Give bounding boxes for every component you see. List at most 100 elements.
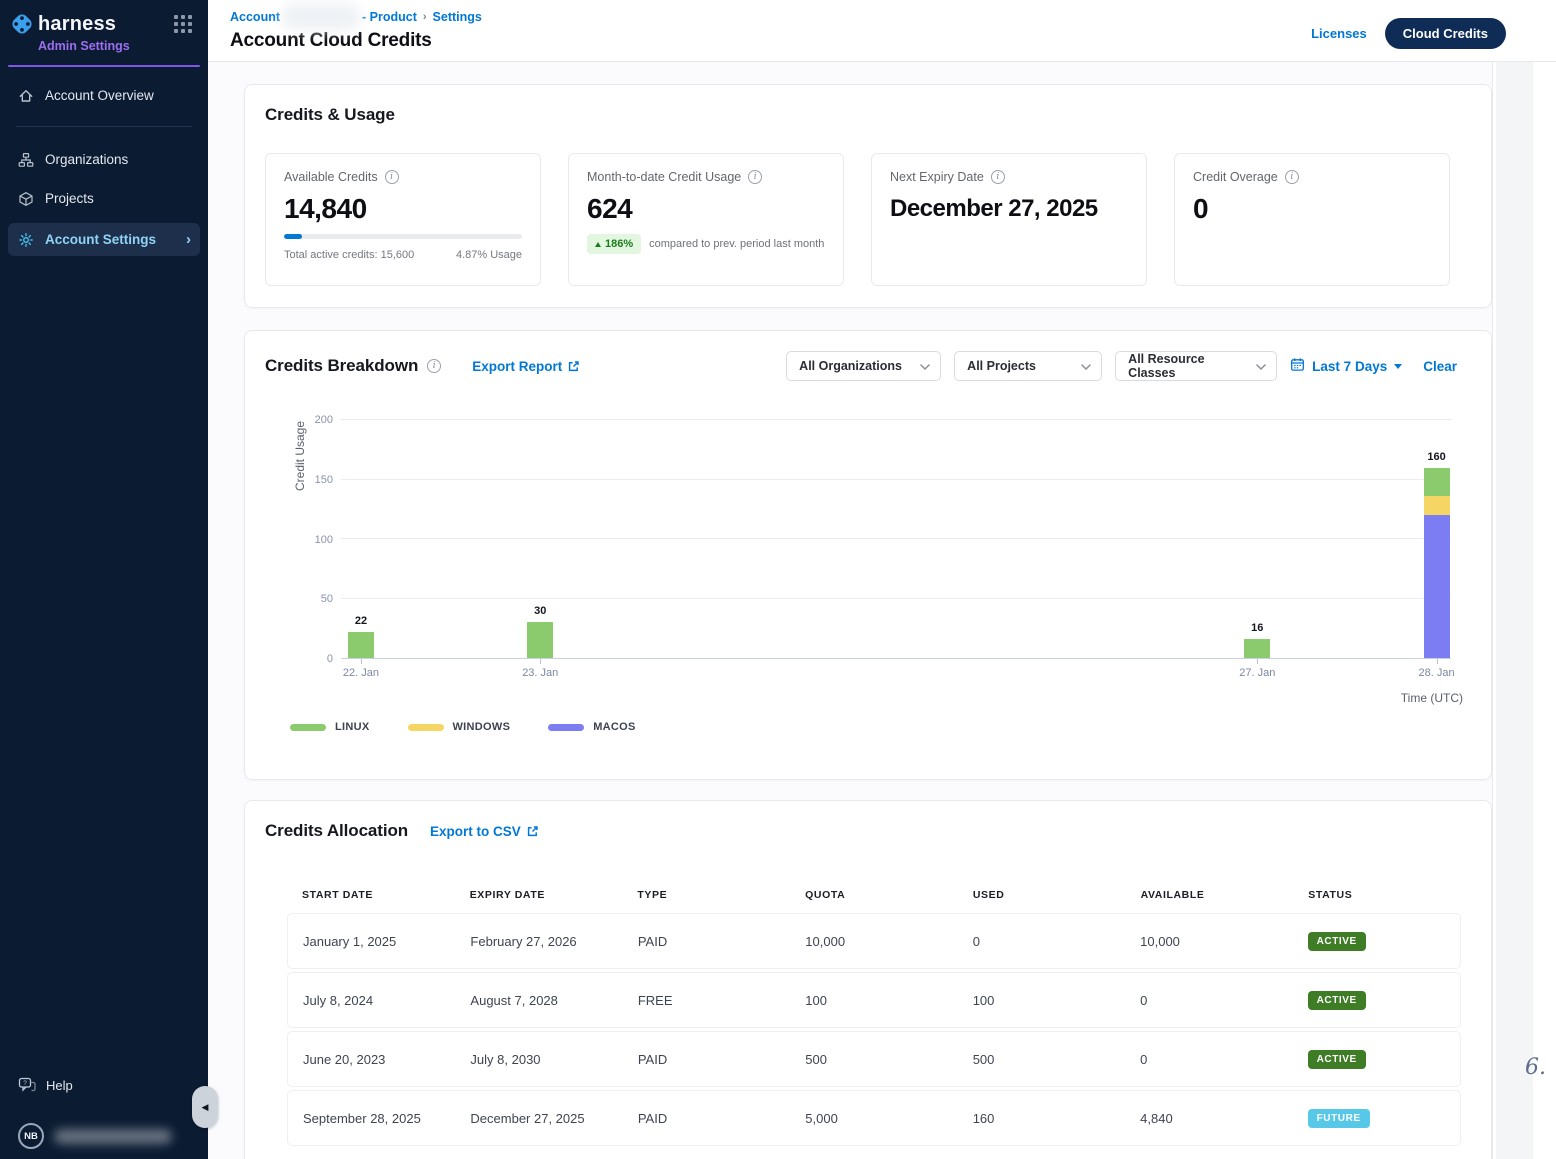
export-report-link[interactable]: Export Report [472,359,580,374]
status-badge: ACTIVE [1307,931,1366,951]
status-badge: ACTIVE [1307,1049,1366,1069]
sidebar: harness Admin Settings Account Overview O… [0,0,208,1159]
sidebar-accent-rule [8,65,200,67]
filter-value: All Projects [967,359,1036,373]
help-label: Help [46,1077,73,1093]
cell-used: 500 [972,1051,995,1067]
cloud-credits-button[interactable]: Cloud Credits [1384,18,1506,49]
cell-type: PAID [637,1051,668,1067]
x-tick-mark [1257,659,1259,664]
breadcrumb-account[interactable]: Account [230,10,280,24]
chevron-down-icon [910,359,930,373]
breadcrumb-chevron-icon: › [422,11,427,23]
table-row-2: July 8, 2024 August 7, 2028 FREE 100 100 0 ACT… [287,972,1461,1028]
bar-total-label: 22 [354,614,368,627]
card-label: Next Expiry Date [890,170,984,184]
cell-quota: 10,000 [805,933,846,949]
info-icon[interactable]: i [1284,170,1299,184]
legend-item-linux[interactable]: LINUX [290,721,370,733]
cell-available: 0 [1140,992,1148,1008]
x-tick-label: 23. Jan [522,667,559,679]
gridline [341,538,1451,539]
cell-available: 0 [1140,1051,1148,1067]
cell-quota: 100 [805,992,827,1008]
allocation-table: START DATE EXPIRY DATE TYPE QUOTA USED AVAILA… [287,889,1461,1146]
cell-available: 4,840 [1140,1110,1173,1126]
table-row-3: June 20, 2023 July 8, 2030 PAID 500 500 0 ACTI… [287,1031,1461,1087]
bar-segment-linux-23Jan [527,622,554,658]
app-grid-icon[interactable] [172,13,194,35]
legend-swatch [407,723,444,731]
usage-card-4: Credit Overage i 0 [1174,153,1450,286]
chevron-down-icon [1246,359,1266,373]
bar-total-label: 16 [1251,621,1264,634]
y-tick-label: 150 [314,473,333,486]
sidebar-item-label: Organizations [45,152,129,167]
sidebar-divider [16,126,192,127]
credits-usage-section: Credits & Usage Available Credits i 14,840… [244,84,1492,308]
cube-icon [17,190,34,207]
cell-used: 0 [972,933,980,949]
bar-segment-macos-28Jan [1423,515,1450,658]
cell-expiry: August 7, 2028 [470,992,558,1008]
info-icon[interactable]: i [427,359,442,373]
sidebar-item-organizations[interactable]: Organizations [8,145,200,174]
bar-total-label: 160 [1427,450,1446,463]
cell-expiry: July 8, 2030 [470,1051,541,1067]
bar-total-label: 30 [534,605,547,618]
content-scroll-area: Credits & Usage Available Credits i 14,840… [208,62,1492,1159]
sidebar-item-label: Account Overview [45,88,154,103]
sidebar-item-account-settings[interactable]: Account Settings › [8,223,200,256]
header-actions: Licenses Cloud Credits [1311,18,1506,49]
redacted-account-name [282,4,360,30]
info-icon[interactable]: i [748,170,763,184]
usage-card-2: Month-to-date Credit Usage i 624 186% compar… [568,153,844,286]
licenses-link[interactable]: Licenses [1311,26,1367,41]
card-value: 624 [587,193,633,224]
sidebar-item-account-overview[interactable]: Account Overview [8,81,200,110]
arrow-up-icon [595,241,601,247]
sidebar-collapse-handle[interactable]: ◀ [192,1086,218,1128]
sidebar-item-label: Account Settings [45,232,157,247]
avatar[interactable]: NB [18,1123,44,1149]
legend-item-windows[interactable]: WINDOWS [407,721,511,733]
filter-select-all-projects[interactable]: All Projects [954,351,1103,381]
y-tick-label: 0 [326,653,333,665]
page-header: Account - Product › Settings Account Clo… [208,0,1556,62]
table-header-row: START DATE EXPIRY DATE TYPE QUOTA USED AVAILA… [287,889,1461,913]
cell-used: 100 [972,992,995,1008]
date-range-filter[interactable]: Last 7 Days [1290,357,1403,375]
y-tick-label: 100 [314,533,333,546]
gridline [341,597,1451,599]
help-button[interactable]: ? Help [18,1077,208,1093]
x-tick-mark [360,659,362,664]
export-csv-link[interactable]: Export to CSV [430,824,539,839]
y-tick-label: 200 [314,414,333,426]
card-label: Month-to-date Credit Usage [587,170,742,184]
cell-type: PAID [637,933,668,949]
usage-cards-row: Available Credits i 14,840 Total active cre… [265,153,1471,286]
date-range-label: Last 7 Days [1312,358,1388,374]
filter-select-all-organizations[interactable]: All Organizations [786,351,942,381]
info-icon[interactable]: i [384,170,399,184]
sidebar-item-projects[interactable]: Projects [8,184,200,213]
cell-available: 10,000 [1140,933,1180,949]
legend-item-macos[interactable]: MACOS [548,721,635,733]
credits-allocation-section: Credits Allocation Export to CSV START D… [244,800,1492,1159]
bar-segment-windows-28Jan [1423,496,1450,516]
cell-expiry: December 27, 2025 [470,1110,585,1126]
breadcrumb-product[interactable]: - Product [362,10,417,24]
info-icon[interactable]: i [990,170,1005,184]
breadcrumb-settings[interactable]: Settings [432,10,482,24]
card-label: Credit Overage [1193,170,1278,184]
filter-row: All Organizations All Projects All Resourc… [786,351,1457,381]
column-header-used: USED [972,889,1005,901]
bar-segment-linux-22Jan [347,631,374,658]
chart-x-axis-label: Time (UTC) [1400,691,1463,705]
main-area: Account - Product › Settings Account Clo… [208,0,1556,1159]
clear-filters-link[interactable]: Clear [1423,358,1457,374]
filter-select-all-resource-classes[interactable]: All Resource Classes [1115,351,1278,381]
table-body: January 1, 2025 February 27, 2026 PAID 10,0… [287,913,1461,1146]
breakdown-title-row: Credits Breakdown i Export Report All Or… [245,331,1491,381]
credits-usage-title: Credits & Usage [265,105,395,124]
